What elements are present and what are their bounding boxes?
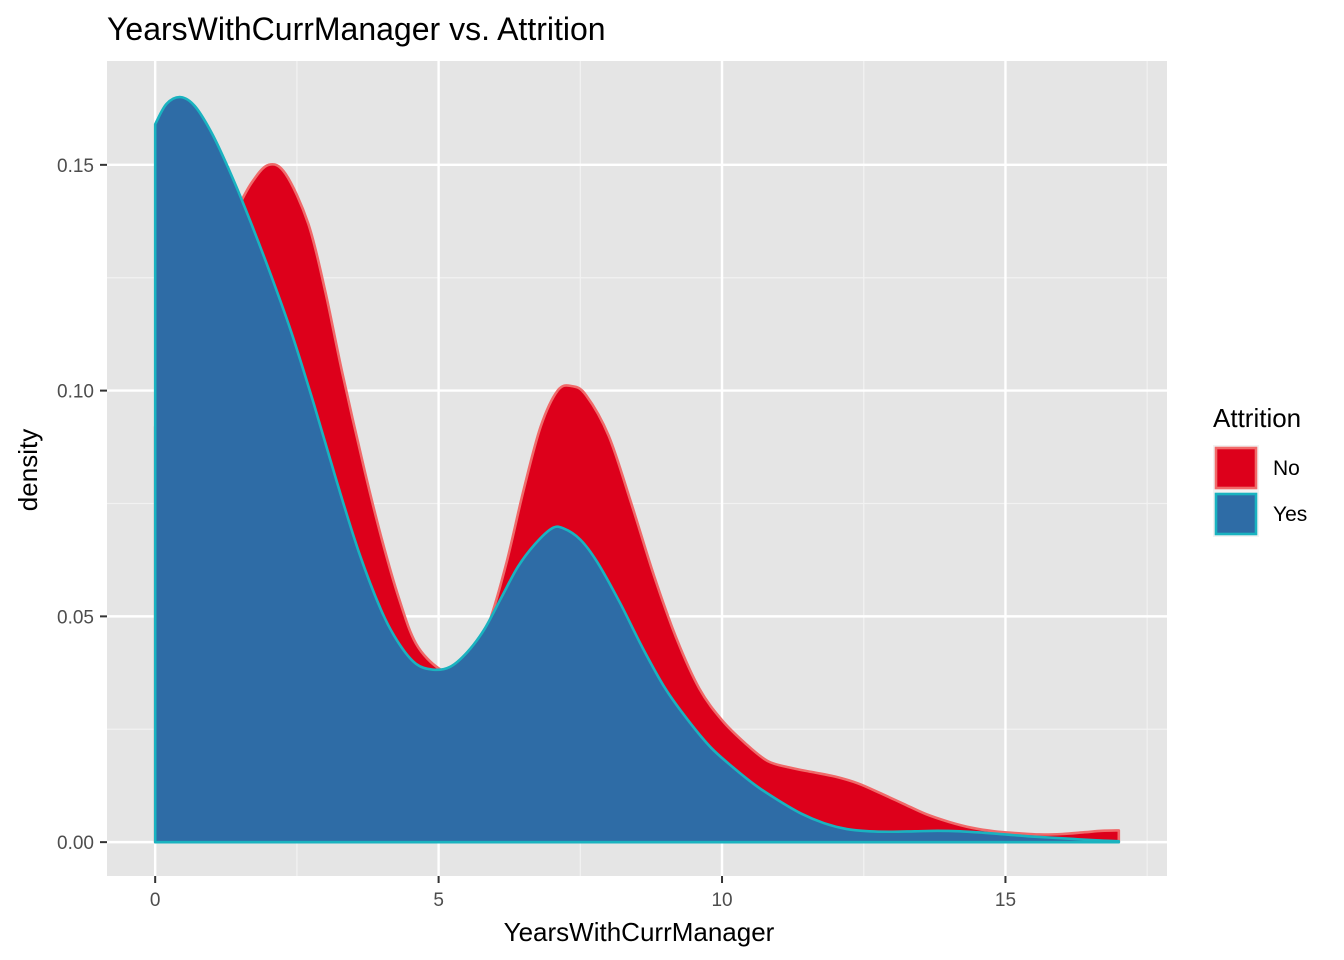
legend: Attrition No Yes [1213, 403, 1307, 537]
legend-label-no: No [1273, 457, 1300, 480]
density-area-yes [153, 95, 1121, 844]
density-areas [153, 95, 1121, 844]
legend-keys: No Yes [1213, 445, 1307, 537]
x-tick-label: 0 [150, 890, 161, 911]
legend-key-yes [1214, 492, 1258, 536]
x-tick-label: 5 [433, 890, 444, 911]
y-axis: 0.00 0.05 0.10 0.15 [57, 156, 107, 854]
y-tick-label: 0.05 [57, 607, 94, 628]
legend-label-yes: Yes [1273, 503, 1307, 526]
y-tick-label: 0.10 [57, 382, 94, 403]
y-tick-label: 0.15 [57, 156, 94, 177]
x-axis: 0 5 10 15 [150, 876, 1016, 911]
y-axis-title: density [13, 429, 43, 511]
chart-title: YearsWithCurrManager vs. Attrition [107, 11, 606, 47]
x-tick-label: 15 [995, 890, 1016, 911]
legend-key-no [1214, 446, 1258, 490]
x-tick-label: 10 [711, 890, 732, 911]
legend-title: Attrition [1213, 403, 1301, 433]
x-axis-title: YearsWithCurrManager [504, 917, 775, 947]
plot-panel [107, 61, 1167, 876]
y-tick-label: 0.00 [57, 833, 94, 854]
